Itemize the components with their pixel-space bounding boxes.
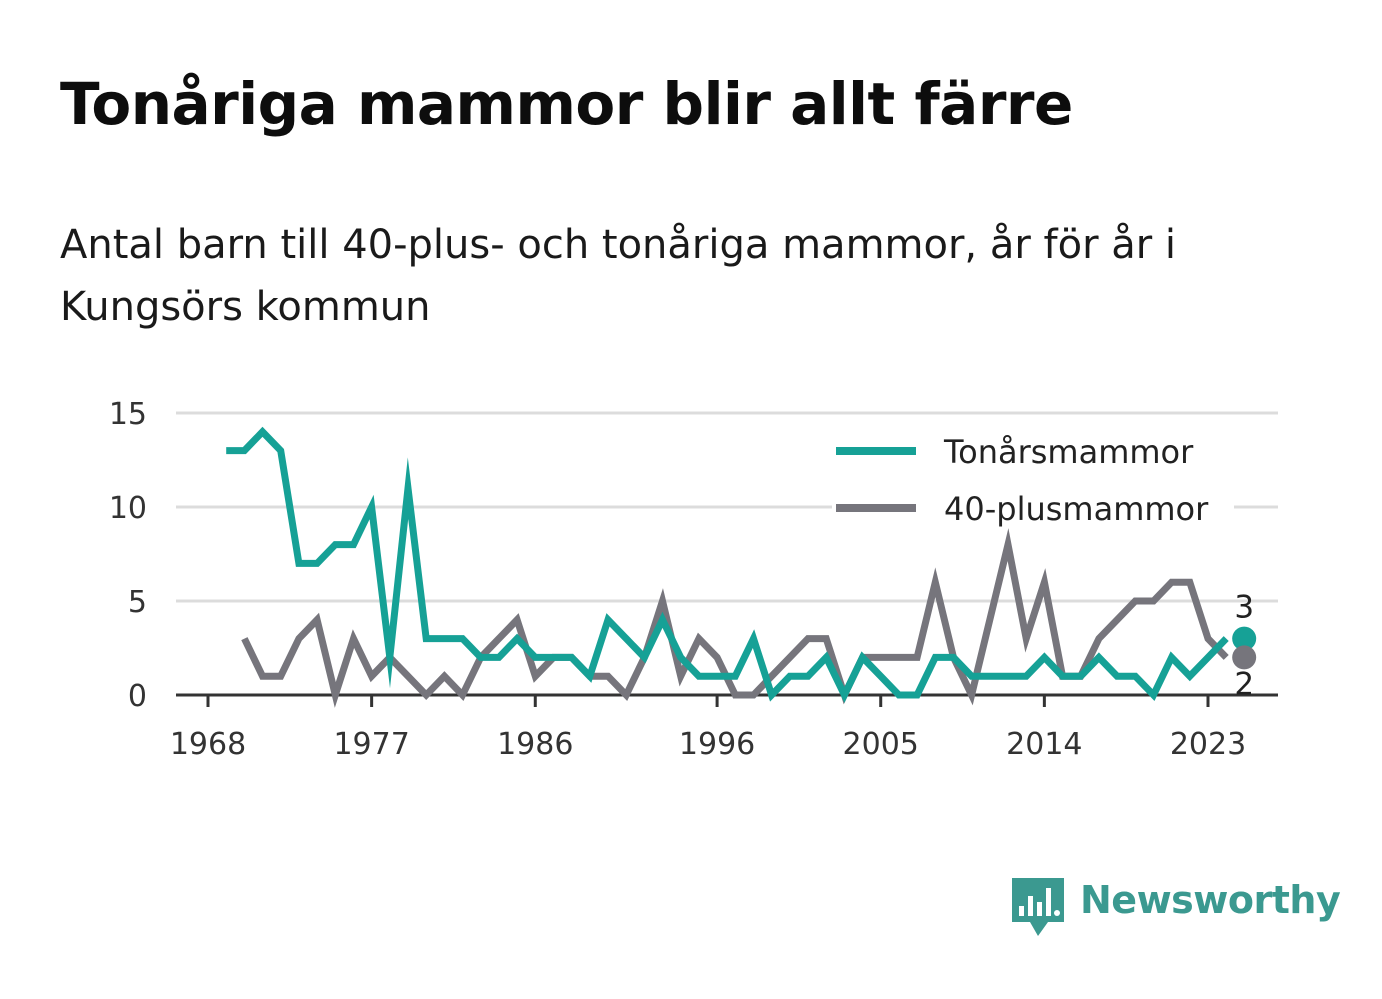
end-point-40-plusmammor bbox=[1232, 645, 1257, 670]
series-line-tonarsmammor bbox=[226, 426, 1229, 704]
x-tick-label: 1968 bbox=[170, 727, 246, 762]
brand-name: Newsworthy bbox=[1080, 878, 1341, 922]
x-tick-label: 2005 bbox=[843, 727, 919, 762]
x-tick-label: 1977 bbox=[333, 727, 409, 762]
legend-label-tonarsmammor: Tonårsmammor bbox=[943, 433, 1194, 471]
x-tick-label: 2014 bbox=[1006, 727, 1082, 762]
y-tick-label: 5 bbox=[128, 585, 147, 620]
legend-label-40-plusmammor: 40-plusmammor bbox=[944, 490, 1209, 528]
y-axis: 0 5 10 15 bbox=[109, 397, 147, 714]
end-label-tonarsmammor: 3 bbox=[1234, 590, 1254, 626]
y-tick-label: 15 bbox=[109, 397, 147, 432]
y-tick-label: 10 bbox=[109, 491, 147, 526]
x-tick-label: 1996 bbox=[679, 727, 755, 762]
x-axis: 1968 1977 1986 1996 2005 2014 2023 bbox=[170, 693, 1278, 762]
x-tick-label: 2023 bbox=[1170, 727, 1246, 762]
series-lines: 32 bbox=[226, 426, 1257, 708]
end-point-tonarsmammor bbox=[1232, 626, 1257, 651]
x-tick-label: 1986 bbox=[497, 727, 573, 762]
chart-subtitle: Antal barn till 40-plus- och tonåriga ma… bbox=[60, 222, 1177, 330]
chart-title: Tonåriga mammor blir allt färre bbox=[60, 70, 1073, 138]
newsworthy-chart-icon bbox=[1012, 878, 1064, 936]
end-label-40-plusmammor: 2 bbox=[1234, 666, 1254, 702]
legend: Tonårsmammor 40-plusmammor bbox=[832, 433, 1234, 528]
y-tick-label: 0 bbox=[128, 679, 147, 714]
